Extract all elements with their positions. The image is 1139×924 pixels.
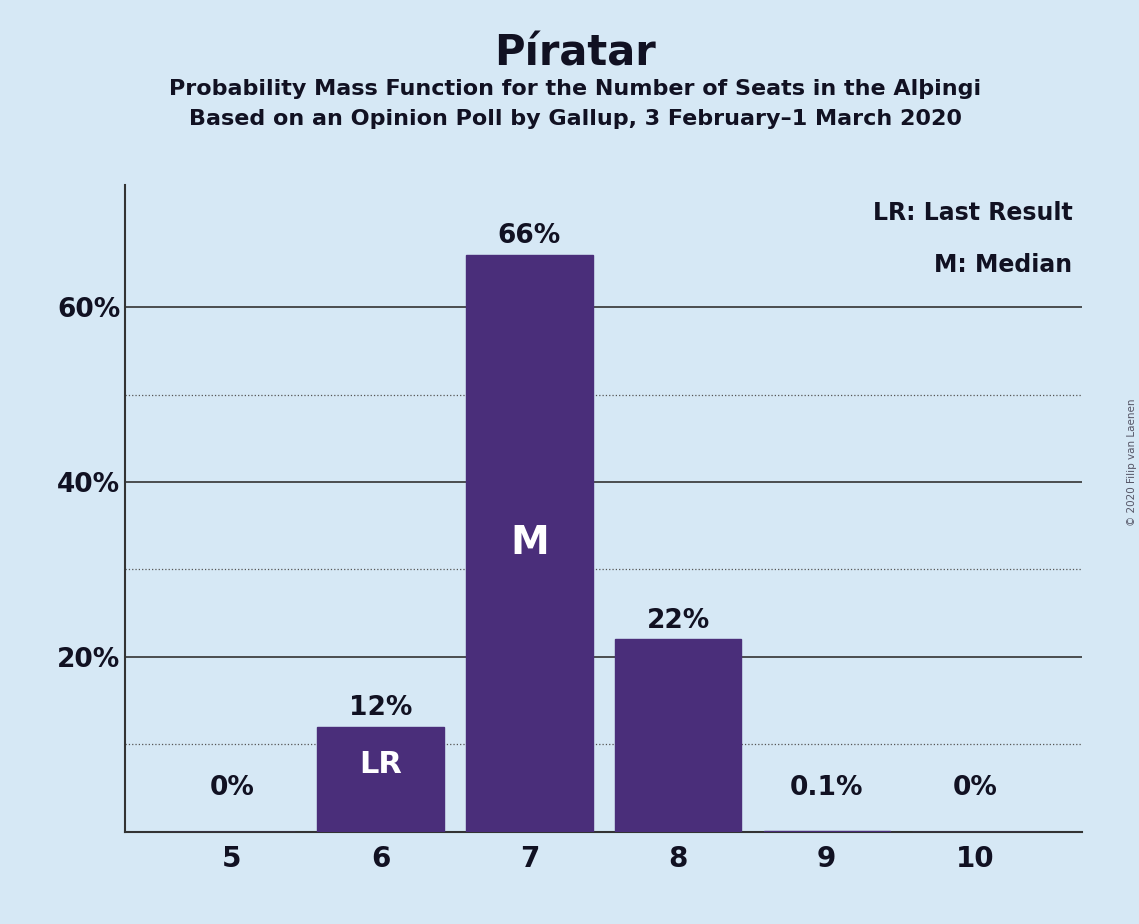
Text: © 2020 Filip van Laenen: © 2020 Filip van Laenen bbox=[1126, 398, 1137, 526]
Text: M: Median: M: Median bbox=[934, 252, 1073, 276]
Text: Based on an Opinion Poll by Gallup, 3 February–1 March 2020: Based on an Opinion Poll by Gallup, 3 Fe… bbox=[189, 109, 961, 129]
Text: 0%: 0% bbox=[210, 775, 254, 801]
Text: LR: Last Result: LR: Last Result bbox=[872, 201, 1073, 225]
Text: Píratar: Píratar bbox=[494, 32, 656, 74]
Text: 12%: 12% bbox=[349, 696, 412, 722]
Text: LR: LR bbox=[359, 750, 402, 779]
Bar bbox=[466, 255, 592, 832]
Bar bbox=[318, 726, 444, 832]
Text: M: M bbox=[510, 524, 549, 562]
Text: 0.1%: 0.1% bbox=[790, 775, 863, 801]
Text: 66%: 66% bbox=[498, 224, 560, 249]
Text: 0%: 0% bbox=[953, 775, 998, 801]
Text: Probability Mass Function for the Number of Seats in the Alþingi: Probability Mass Function for the Number… bbox=[169, 79, 982, 99]
Text: 22%: 22% bbox=[647, 608, 710, 634]
Bar bbox=[615, 639, 741, 832]
